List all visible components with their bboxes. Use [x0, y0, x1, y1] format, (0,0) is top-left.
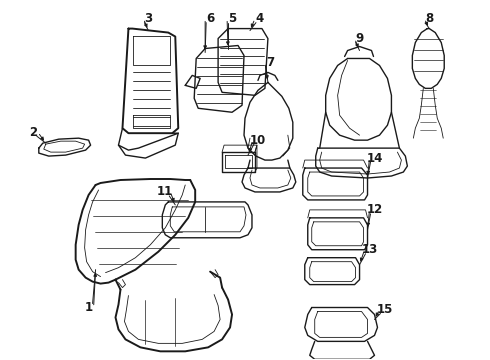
Text: 3: 3 — [145, 12, 152, 25]
Text: 2: 2 — [29, 126, 37, 139]
Text: 10: 10 — [250, 134, 266, 147]
Text: 11: 11 — [157, 185, 173, 198]
Text: 5: 5 — [228, 12, 236, 25]
Text: 15: 15 — [376, 303, 392, 316]
Text: 13: 13 — [362, 243, 378, 256]
Text: 1: 1 — [85, 301, 93, 314]
Text: 14: 14 — [367, 152, 383, 165]
Text: 4: 4 — [256, 12, 264, 25]
Text: 7: 7 — [266, 56, 274, 69]
Text: 8: 8 — [425, 12, 434, 25]
Text: 9: 9 — [355, 32, 364, 45]
Text: 6: 6 — [206, 12, 214, 25]
Text: 12: 12 — [367, 203, 383, 216]
